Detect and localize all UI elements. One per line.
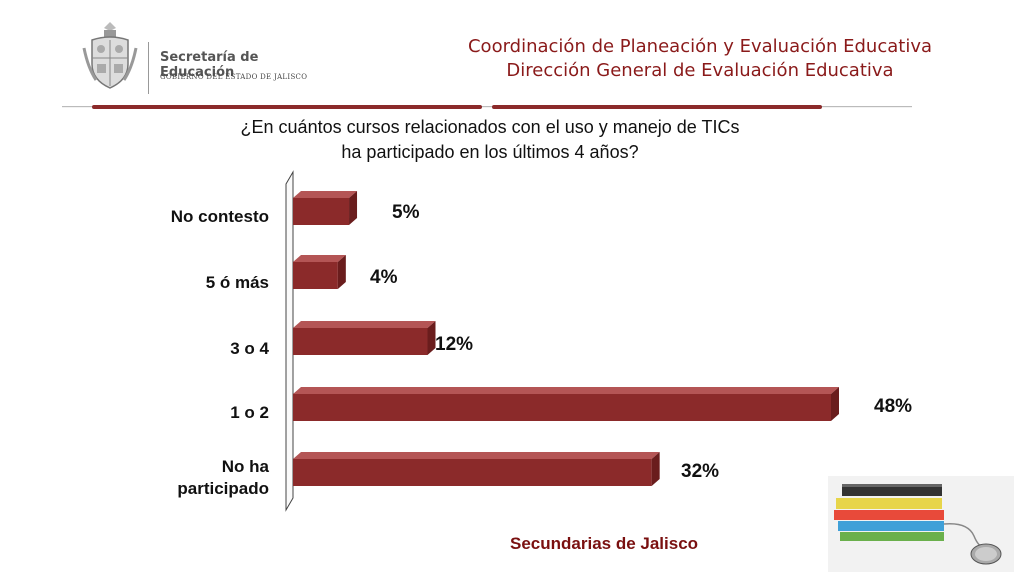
header-divider (62, 105, 912, 109)
bar (293, 387, 839, 421)
books-and-mouse-icon (828, 476, 1014, 572)
logo-title: Secretaría de Educación (160, 50, 259, 80)
chart-title-line-1: ¿En cuántos cursos relacionados con el u… (240, 117, 740, 137)
value-label: 12% (435, 334, 474, 355)
coat-of-arms-icon (82, 22, 138, 89)
chart-title-line-2: ha participado en los últimos 4 años? (341, 142, 639, 162)
category-label: 3 o 4 (230, 339, 269, 358)
value-label: 5% (392, 202, 420, 223)
header-line-1: Coordinación de Planeación y Evaluación … (467, 36, 933, 57)
bar (293, 321, 436, 355)
bar (293, 452, 660, 486)
value-label: 48% (874, 396, 913, 417)
bar (293, 255, 346, 289)
value-label: 32% (681, 461, 720, 482)
bar (293, 191, 358, 225)
chart-title: ¿En cuántos cursos relacionados con el u… (190, 115, 790, 165)
category-label: No contesto (170, 207, 269, 226)
logo-subtitle: GOBIERNO DEL ESTADO DE JALISCO (160, 73, 308, 81)
category-label: 1 o 2 (230, 403, 269, 422)
header-line-2: Dirección General de Evaluación Educativ… (506, 60, 894, 81)
axis-wall (285, 170, 294, 512)
chart-source: Secundarias de Jalisco (510, 534, 699, 553)
value-label: 4% (370, 267, 398, 288)
logo-divider (148, 42, 149, 94)
header-logo: Secretaría de Educación GOBIERNO DEL EST… (78, 18, 308, 98)
category-label: 5 ó más (205, 273, 269, 292)
category-label: No ha participado (177, 457, 269, 498)
